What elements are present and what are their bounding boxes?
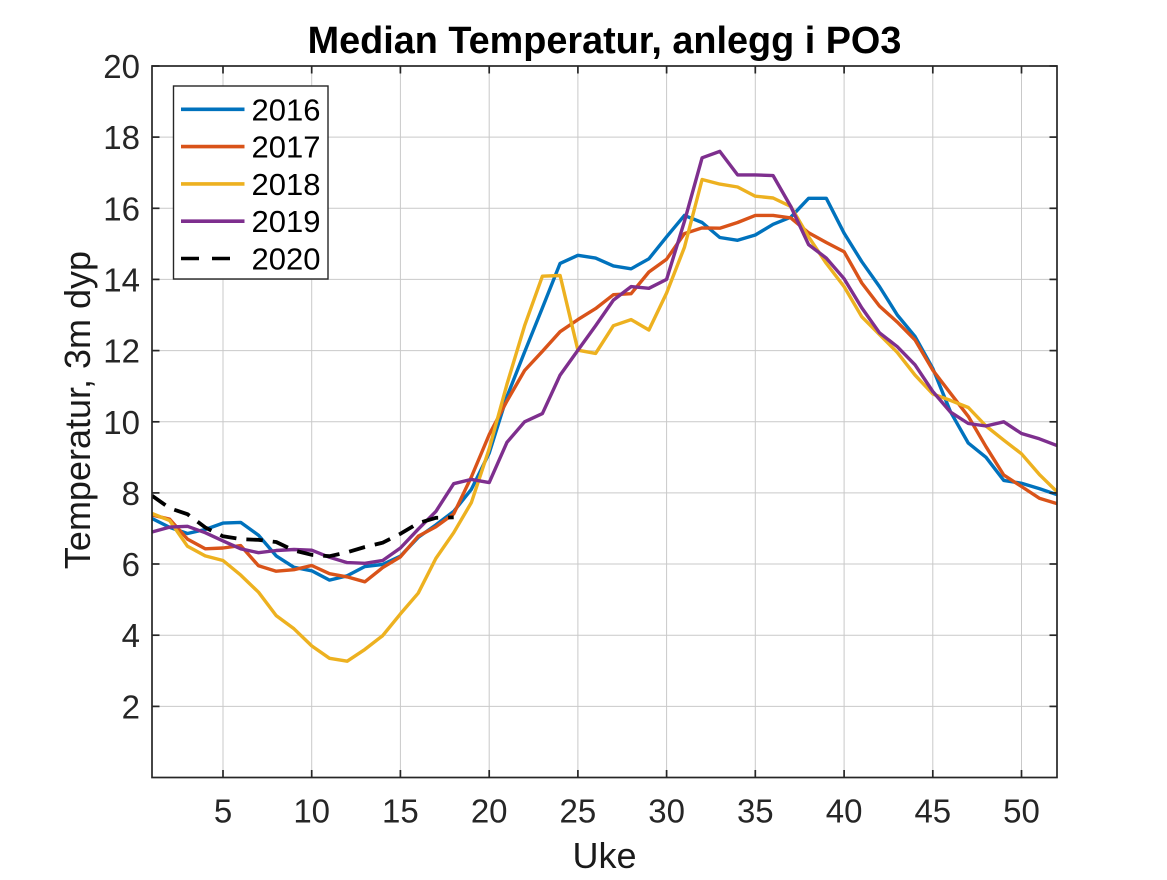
svg-text:45: 45 <box>914 793 951 830</box>
svg-text:12: 12 <box>103 333 140 370</box>
svg-text:10: 10 <box>103 404 140 441</box>
svg-text:6: 6 <box>122 546 140 583</box>
svg-text:20: 20 <box>103 48 140 85</box>
svg-text:2: 2 <box>122 688 140 725</box>
svg-text:2016: 2016 <box>252 92 321 127</box>
svg-text:2019: 2019 <box>252 204 321 239</box>
svg-text:2017: 2017 <box>252 130 321 165</box>
svg-text:20: 20 <box>471 793 508 830</box>
svg-text:2020: 2020 <box>252 242 321 277</box>
svg-text:35: 35 <box>737 793 774 830</box>
svg-text:50: 50 <box>1003 793 1040 830</box>
svg-text:10: 10 <box>293 793 330 830</box>
svg-text:30: 30 <box>648 793 685 830</box>
svg-text:Temperatur, 3m dyp: Temperatur, 3m dyp <box>57 251 98 569</box>
svg-text:8: 8 <box>122 475 140 512</box>
svg-text:Uke: Uke <box>572 835 636 875</box>
svg-text:2018: 2018 <box>252 167 321 202</box>
svg-text:16: 16 <box>103 190 140 227</box>
svg-text:5: 5 <box>214 793 232 830</box>
svg-text:18: 18 <box>103 119 140 156</box>
svg-text:15: 15 <box>382 793 419 830</box>
svg-text:40: 40 <box>826 793 863 830</box>
svg-text:Median Temperatur, anlegg i PO: Median Temperatur, anlegg i PO3 <box>308 20 902 62</box>
svg-text:25: 25 <box>560 793 597 830</box>
svg-text:4: 4 <box>122 617 140 654</box>
svg-text:14: 14 <box>103 261 140 298</box>
